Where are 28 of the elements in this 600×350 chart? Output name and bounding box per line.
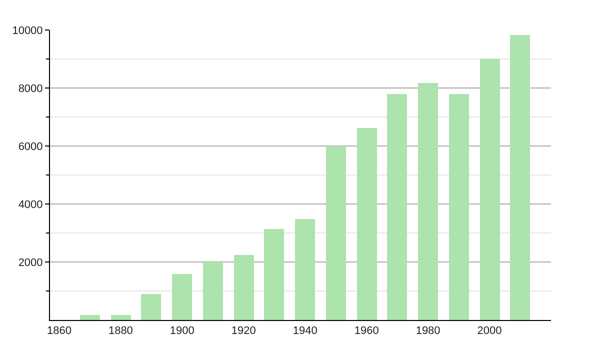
x-tick-label: 1920	[231, 325, 256, 338]
x-tick-label: 1960	[354, 325, 379, 338]
y-tick-label: 6000	[18, 140, 43, 153]
bar	[418, 83, 438, 320]
bar	[141, 294, 161, 320]
x-tick-label: 2000	[477, 325, 502, 338]
bar	[387, 94, 407, 320]
bar	[480, 59, 500, 320]
bar	[203, 261, 223, 320]
bar	[80, 315, 100, 320]
bar	[111, 315, 131, 320]
x-tick-label: 1880	[108, 325, 133, 338]
y-tick-label: 8000	[18, 82, 43, 95]
bar	[357, 128, 377, 320]
x-tick-label: 1860	[46, 325, 72, 338]
x-tick-label: 1940	[292, 325, 318, 338]
bar	[172, 274, 192, 320]
x-tick-label: 1980	[416, 325, 440, 338]
bar	[234, 255, 254, 320]
y-tick-label: 4000	[18, 198, 43, 211]
bar	[295, 219, 315, 320]
x-tick-label: 1900	[170, 325, 194, 338]
bar	[326, 146, 346, 320]
bar	[510, 35, 530, 320]
y-tick-label: 2000	[18, 256, 43, 269]
y-tick-label: 10000	[12, 24, 43, 37]
bar	[264, 229, 284, 320]
bar	[449, 94, 469, 320]
